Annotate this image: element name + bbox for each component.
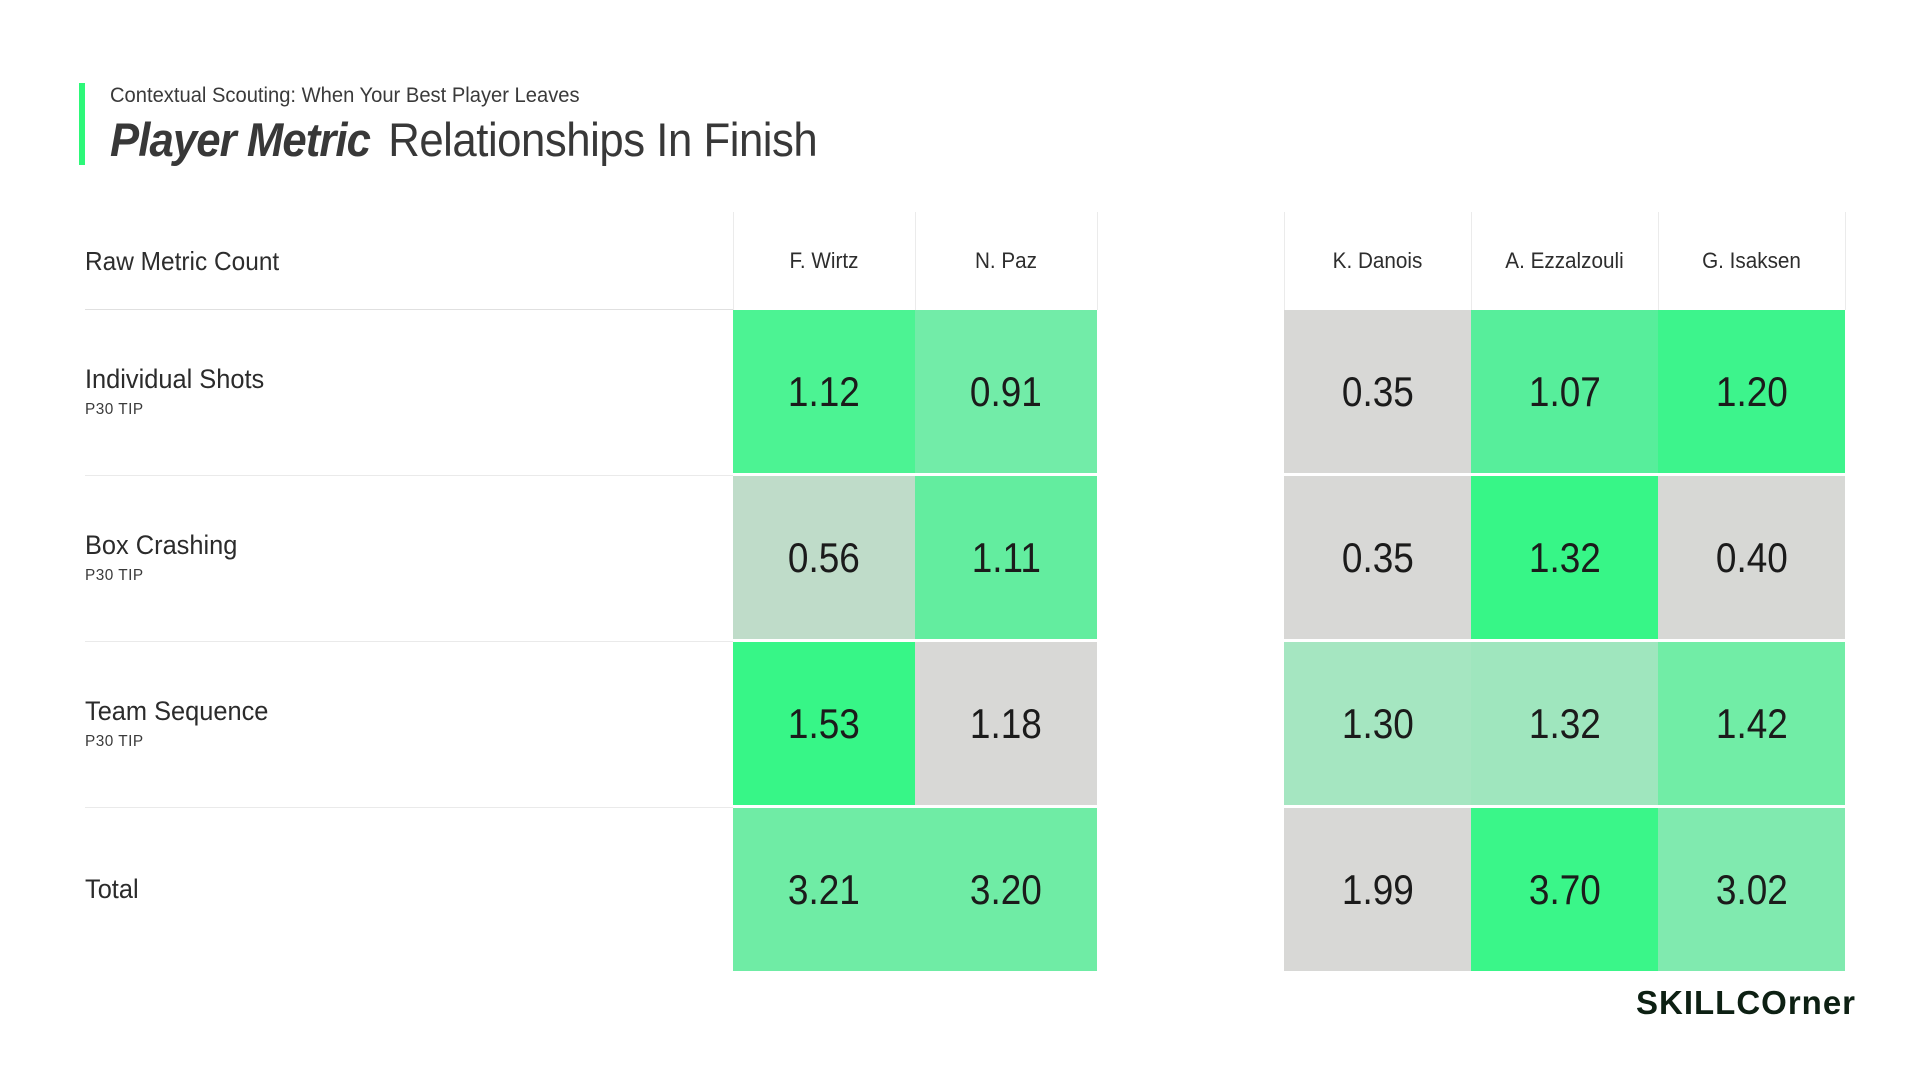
metric-cell: 1.12 [733,310,915,473]
page-title: Player Metric Relationships In Finish [110,113,818,166]
header-divider-line [733,212,734,310]
row-sublabel-text: P30 TIP [85,401,144,418]
metric-cell: 1.11 [915,476,1097,639]
metric-cell: 1.53 [733,642,915,805]
page-title-rest: Relationships In Finish [376,113,818,166]
metric-cell: 1.42 [1658,642,1845,805]
metric-value: 3.20 [970,865,1042,913]
column-header: K. Danois [1332,248,1423,273]
metric-value: 3.21 [788,865,860,913]
metric-value: 1.11 [971,533,1041,581]
table-corner-label: Raw Metric Count [85,245,280,276]
metric-cell: 0.56 [733,476,915,639]
column-header: F. Wirtz [789,248,859,273]
row-sublabel-text: P30 TIP [85,567,144,584]
metric-value: 1.53 [788,699,860,747]
metric-cell: 1.18 [915,642,1097,805]
metric-value: 0.35 [1341,533,1414,581]
metric-cell: 0.91 [915,310,1097,473]
metric-value: 1.20 [1715,367,1788,415]
row-separator-line [85,641,733,642]
row-label-text: Team Sequence [85,696,269,726]
row-label: Team Sequence P30 TIP [85,642,280,805]
row-label: Total [85,808,142,971]
skillcorner-logo-lower: rner [1787,984,1857,1021]
metric-cell: 3.02 [1658,808,1845,971]
row-label: Box Crashing P30 TIP [85,476,247,639]
metric-value: 1.32 [1528,699,1601,747]
header-divider-line [1845,212,1846,310]
metric-value: 0.40 [1715,533,1788,581]
row-label: Individual Shots P30 TIP [85,310,276,473]
metric-value: 0.35 [1341,367,1414,415]
skillcorner-logo-caps: SKILLCO [1636,984,1788,1021]
row-separator-line [85,475,733,476]
metric-cell: 3.21 [733,808,915,971]
header-divider-line [915,212,916,310]
row-separator-line [85,807,733,808]
row-label-text: Individual Shots [85,364,265,394]
metric-cell: 0.35 [1284,310,1471,473]
metric-value: 1.99 [1341,865,1414,913]
metric-value: 0.56 [788,533,860,581]
metric-cell: 0.40 [1658,476,1845,639]
row-separator-line [85,309,733,310]
title-accent-bar [79,83,85,165]
column-header: A. Ezzalzouli [1505,248,1624,273]
metric-cell: 0.35 [1284,476,1471,639]
metric-cell: 3.20 [915,808,1097,971]
metric-value: 3.02 [1715,865,1788,913]
metric-value: 1.07 [1528,367,1601,415]
column-header: N. Paz [974,248,1038,273]
row-label-text: Box Crashing [85,530,238,560]
metric-value: 1.30 [1341,699,1414,747]
metric-cell: 1.32 [1471,476,1658,639]
header-divider-line [1471,212,1472,310]
metric-value: 1.18 [970,699,1042,747]
metric-value: 1.12 [788,367,860,415]
metric-value: 1.42 [1715,699,1788,747]
column-header: G. Isaksen [1702,248,1801,273]
metric-cell: 1.32 [1471,642,1658,805]
header-divider-line [1658,212,1659,310]
metric-cell: 1.99 [1284,808,1471,971]
metric-cell: 1.30 [1284,642,1471,805]
metric-value: 3.70 [1528,865,1601,913]
metric-value: 1.32 [1528,533,1601,581]
eyebrow-text: Contextual Scouting: When Your Best Play… [110,84,580,107]
row-label-text: Total [85,874,139,904]
page-title-emphasis: Player Metric [110,113,371,166]
metric-cell: 1.20 [1658,310,1845,473]
metric-cell: 3.70 [1471,808,1658,971]
metric-value: 0.91 [970,367,1042,415]
header-divider-line [1284,212,1285,310]
row-sublabel-text: P30 TIP [85,733,144,750]
metric-cell: 1.07 [1471,310,1658,473]
skillcorner-logo: SKILLCOrner [1636,986,1856,1019]
header-divider-line [1097,212,1098,310]
